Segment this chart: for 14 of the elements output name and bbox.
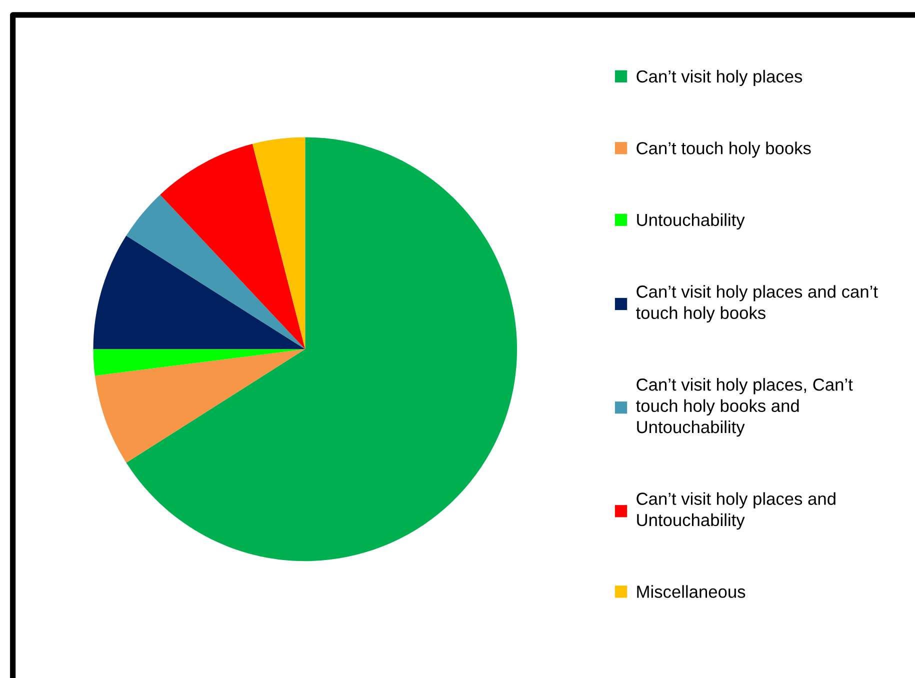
legend-label: Can’t visit holy places and can’t touch holy books [636, 285, 878, 322]
pie-slice [160, 144, 306, 350]
legend-label: Can’t visit holy places, Can’t touch holy books and Untouchability [636, 378, 853, 437]
pie-slice [252, 137, 306, 350]
legend-label: Miscellaneous [637, 585, 746, 598]
legend-label: Can’t touch holy books [636, 142, 811, 158]
pie-slice [126, 194, 306, 350]
legend-label: Can’t visit holy places and Untouchability [636, 492, 836, 530]
pie-slice [126, 137, 518, 562]
pie-slice [93, 236, 306, 350]
legend-label: Untouchability [637, 213, 745, 230]
pie-slice [94, 349, 306, 463]
pie-slice [93, 349, 306, 376]
legend-label: Can’t visit holy places [636, 70, 802, 86]
